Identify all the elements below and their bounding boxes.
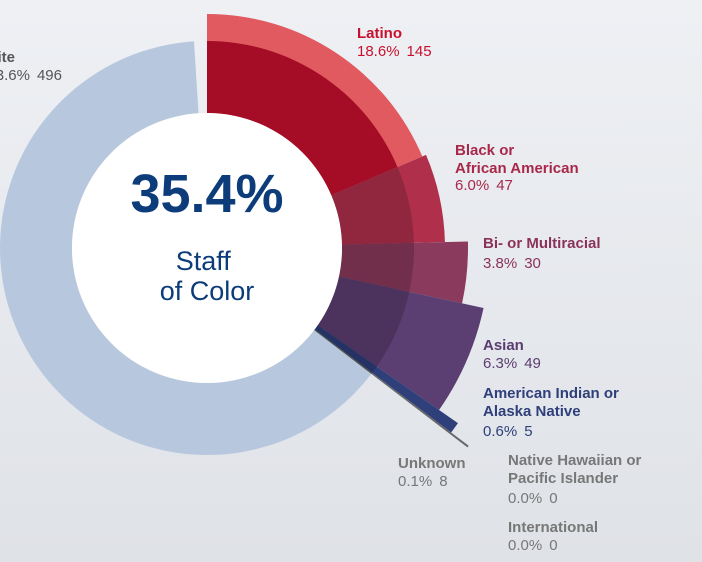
legend-label: Asian: [483, 337, 524, 354]
legend-label: Latino: [357, 25, 402, 42]
count-label: 496: [37, 67, 62, 84]
count-label: 30: [524, 255, 541, 272]
white-ring: [0, 41, 372, 455]
legend-label: Bi- or Multiracial: [483, 235, 601, 252]
wedge-inner-dark: [207, 41, 398, 196]
center-circle: [72, 113, 342, 383]
count-label: 47: [496, 177, 513, 194]
wedge-inner-shade: [314, 325, 377, 373]
value-label: 0.6% 5: [483, 423, 533, 440]
value-label: 3.8% 30: [483, 255, 541, 272]
value-label: 6.3% 49: [483, 355, 541, 372]
percent-label: 18.6%: [357, 43, 400, 60]
center-value: 35.4%: [130, 164, 283, 224]
count-label: 8: [439, 473, 447, 490]
percent-label: 6.0%: [455, 177, 489, 194]
wedge-inner-dark: [331, 166, 414, 245]
legend-label: International: [508, 519, 598, 536]
wedge-inner-shade: [317, 276, 410, 367]
percent-label: 0.0%: [508, 537, 542, 554]
center-text: Staff of Color: [160, 246, 255, 306]
value-label: 6.0% 47: [455, 177, 513, 194]
percent-label: 6.3%: [483, 355, 517, 372]
legend-label: White: [0, 49, 15, 66]
count-label: 49: [524, 355, 541, 372]
value-label: 0.1% 8: [398, 473, 448, 490]
legend-label: Black or African American: [455, 142, 579, 177]
percent-label: 63.6%: [0, 67, 30, 84]
count-label: 0: [549, 490, 557, 507]
wedge-inner-shade: [331, 166, 414, 245]
percent-label: 0.6%: [483, 423, 517, 440]
value-label: 63.6% 496: [0, 67, 62, 84]
legend-label: American Indian or Alaska Native: [483, 385, 623, 420]
count-label: 0: [549, 537, 557, 554]
count-label: 145: [407, 43, 432, 60]
value-label: 18.6% 145: [357, 43, 432, 60]
count-label: 5: [524, 423, 532, 440]
wedge-inner-shade: [314, 329, 373, 374]
value-label: 0.0% 0: [508, 537, 558, 554]
value-label: 0.0% 0: [508, 490, 558, 507]
percent-label: 0.1%: [398, 473, 432, 490]
percent-label: 3.8%: [483, 255, 517, 272]
percent-label: 0.0%: [508, 490, 542, 507]
legend-label: Unknown: [398, 455, 466, 472]
wedge-inner-shade: [207, 41, 398, 196]
wedge-inner-dark: [317, 276, 410, 367]
wedge-inner-dark: [338, 242, 414, 292]
legend-label: Native Hawaiian or Pacific Islander: [508, 452, 646, 487]
wedge-inner-shade: [338, 242, 414, 292]
wedge-inner-dark: [314, 325, 377, 373]
wedge-inner-dark: [314, 329, 373, 374]
